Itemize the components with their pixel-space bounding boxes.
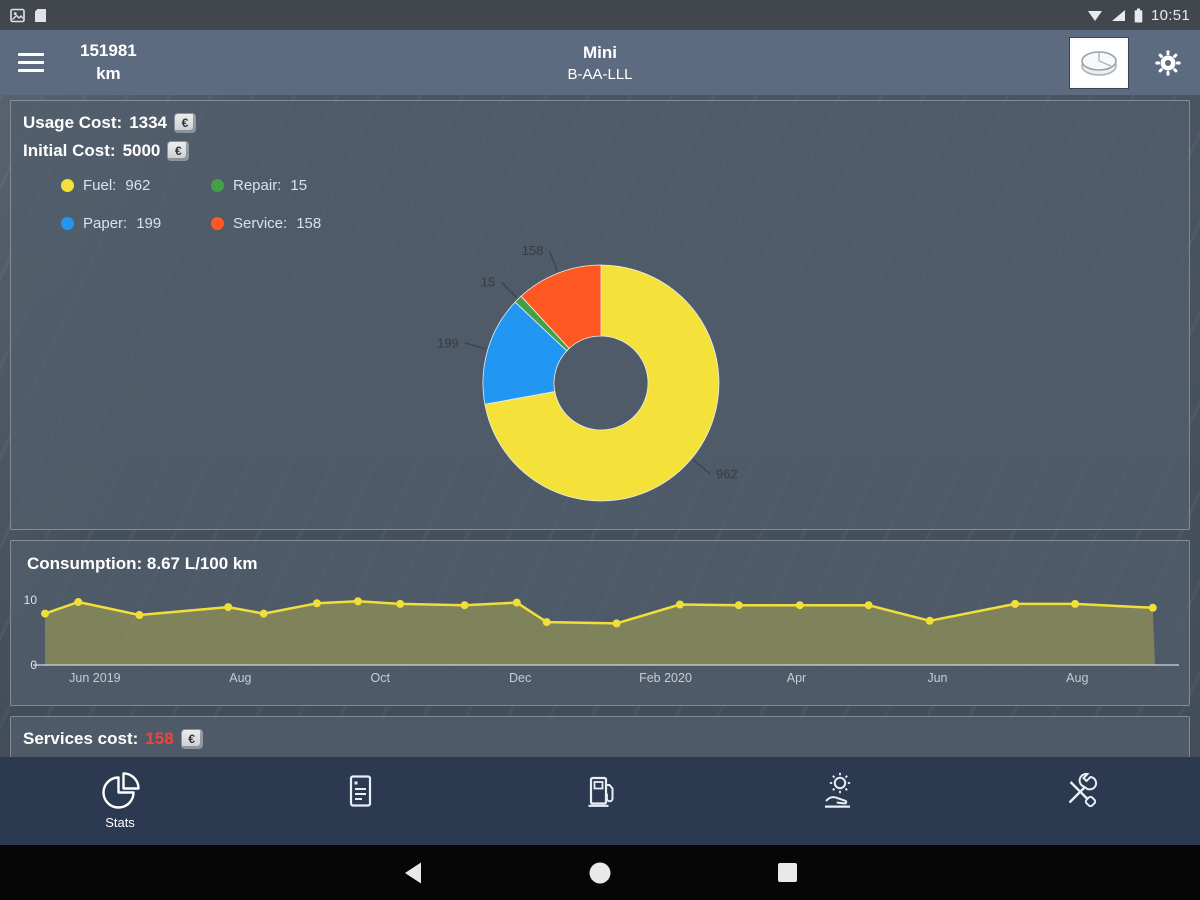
svg-text:Jun 2019: Jun 2019: [69, 671, 120, 685]
cost-legend: Fuel: 962 Repair: 15 Paper: 199 Service:…: [61, 177, 401, 232]
status-bar-system-icons: 10:51: [1087, 7, 1190, 24]
consumption-panel: Consumption: 8.67 L/100 km 10 0 Jun 2019 Au…: [10, 540, 1190, 706]
back-button[interactable]: [403, 861, 423, 885]
svg-text:158: 158: [522, 243, 544, 258]
nav-item-tools[interactable]: [960, 757, 1200, 845]
services-cost-value: 158: [145, 729, 174, 748]
svg-text:Apr: Apr: [787, 671, 806, 685]
svg-text:Oct: Oct: [370, 671, 390, 685]
android-nav-bar: [0, 845, 1200, 900]
legend-value: 199: [136, 215, 162, 232]
nav-item-documents[interactable]: [240, 757, 480, 845]
content-scroll-area[interactable]: Usage Cost: 1334 € Initial Cost: 5000 € …: [0, 95, 1200, 757]
nav-label-stats: Stats: [105, 815, 135, 830]
consumption-title: Consumption: 8.67 L/100 km: [27, 554, 258, 573]
nav-item-fuel[interactable]: [480, 757, 720, 845]
svg-text:0: 0: [30, 658, 37, 672]
odometer: 151981 km: [80, 40, 137, 86]
vehicle-title-block: Mini B-AA-LLL: [0, 43, 1200, 83]
android-status-bar: 10:51: [0, 0, 1200, 30]
svg-text:962: 962: [716, 466, 738, 481]
usage-cost-donut-chart: 962 199 15 158: [437, 243, 738, 502]
fuel-pump-icon: [588, 776, 614, 807]
legend-label: Fuel:: [83, 177, 117, 194]
consumption-line-chart: 10 0 Jun 2019 Aug Oct Dec Feb 2020 Apr Jun Aug: [24, 593, 1179, 685]
legend-value: 158: [296, 215, 322, 232]
currency-euro-key: €: [174, 113, 197, 133]
recents-button[interactable]: [777, 862, 798, 883]
odometer-value: 151981: [80, 40, 137, 60]
svg-text:Feb 2020: Feb 2020: [639, 671, 692, 685]
initial-cost-label: Initial Cost:: [23, 141, 116, 160]
currency-euro-key: €: [167, 141, 190, 161]
initial-cost-value: 5000: [122, 141, 161, 160]
tools-wrench-icon: [1068, 772, 1098, 808]
legend-dot-paper: [61, 217, 74, 230]
photo-notification-icon: [10, 8, 25, 22]
legend-value: 15: [290, 177, 308, 194]
services-cost-row: Services cost: 158 €: [23, 729, 1177, 749]
legend-label: Paper:: [83, 215, 128, 232]
odometer-unit: km: [96, 63, 121, 83]
legend-dot-fuel: [61, 179, 74, 192]
settings-gear-icon[interactable]: [1154, 49, 1182, 77]
stats-panel: Usage Cost: 1334 € Initial Cost: 5000 € …: [10, 100, 1190, 530]
svg-text:Aug: Aug: [1066, 671, 1088, 685]
app-notification-icon: [35, 8, 46, 22]
legend-value: 962: [125, 177, 151, 194]
legend-item-repair: Repair: 15: [211, 177, 401, 194]
license-plate: B-AA-LLL: [567, 65, 633, 83]
legend-item-service: Service: 158: [211, 215, 401, 232]
legend-item-fuel: Fuel: 962: [61, 177, 211, 194]
svg-text:199: 199: [437, 335, 459, 350]
service-hand-gear-icon: [825, 772, 851, 808]
bottom-navigation: Stats: [0, 757, 1200, 845]
svg-text:Aug: Aug: [229, 671, 251, 685]
legend-dot-repair: [211, 179, 224, 192]
services-cost-label: Services cost:: [23, 729, 139, 748]
menu-icon[interactable]: [18, 53, 44, 72]
home-button[interactable]: [588, 861, 612, 885]
status-bar-clock: 10:51: [1150, 6, 1190, 24]
legend-label: Repair:: [233, 177, 282, 194]
svg-text:10: 10: [24, 593, 38, 607]
usage-cost-row: Usage Cost: 1334 €: [23, 113, 1177, 133]
legend-item-paper: Paper: 199: [61, 215, 211, 232]
vehicle-name: Mini: [583, 42, 617, 62]
usage-cost-label: Usage Cost:: [23, 113, 123, 132]
nav-item-service[interactable]: [720, 757, 960, 845]
nav-item-stats[interactable]: Stats: [0, 757, 240, 845]
initial-cost-row: Initial Cost: 5000 €: [23, 141, 1177, 161]
documents-icon: [349, 775, 372, 807]
legend-dot-service: [211, 217, 224, 230]
status-bar-notifications: [10, 8, 47, 23]
usage-cost-value: 1334: [129, 113, 168, 132]
currency-euro-key: €: [180, 729, 203, 749]
vehicle-photo-sketch: [1081, 50, 1117, 76]
battery-icon: [1134, 8, 1143, 22]
wifi-icon: [1087, 10, 1102, 21]
signal-icon: [1111, 9, 1125, 21]
stats-pie-icon: [102, 772, 140, 809]
services-panel: Services cost: 158 €: [10, 716, 1190, 757]
svg-text:Dec: Dec: [509, 671, 531, 685]
app-bar: 151981 km Mini B-AA-LLL: [0, 30, 1200, 95]
vehicle-photo-thumbnail[interactable]: [1070, 37, 1128, 88]
svg-text:15: 15: [481, 275, 495, 290]
legend-label: Service:: [233, 215, 288, 232]
svg-text:Jun: Jun: [927, 671, 947, 685]
